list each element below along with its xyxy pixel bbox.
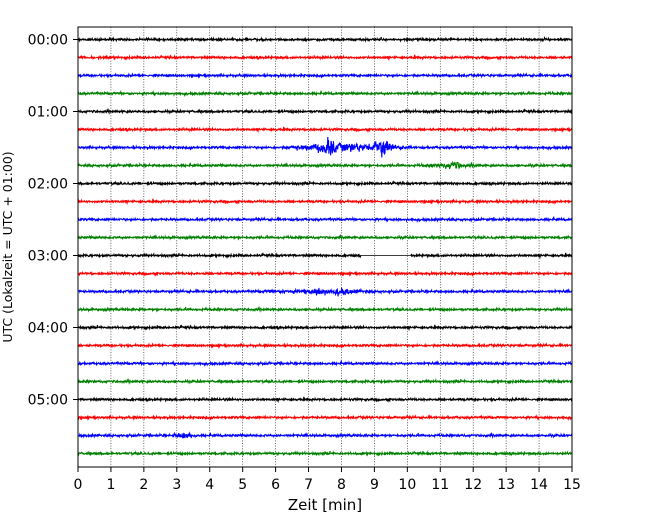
trace-10 <box>77 216 573 224</box>
trace-5 <box>77 126 573 134</box>
y-tick-label: 02:00 <box>28 177 68 193</box>
trace-3 <box>77 90 573 98</box>
trace-21 <box>77 414 573 422</box>
x-tick-label: 15 <box>563 477 581 493</box>
x-tick-label: 3 <box>172 477 181 493</box>
y-tick-label: 01:00 <box>28 105 68 121</box>
x-tick-label: 9 <box>370 477 379 493</box>
x-tick-label: 0 <box>74 477 83 493</box>
x-tick-label: 5 <box>238 477 247 493</box>
trace-22 <box>77 431 573 439</box>
y-tick-label: 03:00 <box>28 249 68 265</box>
trace-15 <box>77 305 573 313</box>
y-axis-label: UTC (Lokalzeit = UTC + 01:00) <box>0 151 15 342</box>
y-tick-label: 00:00 <box>28 33 68 49</box>
trace-18 <box>77 360 573 368</box>
trace-23 <box>77 449 573 457</box>
trace-12 <box>77 251 573 260</box>
x-tick-label: 2 <box>139 477 148 493</box>
trace-13 <box>77 270 573 277</box>
trace-4 <box>77 107 573 115</box>
trace-2 <box>77 72 573 79</box>
x-axis: 0 1 2 3 4 5 6 7 8 9 10 11 12 13 14 15 <box>74 467 581 493</box>
trace-14 <box>77 287 573 297</box>
trace-17 <box>77 342 573 349</box>
trace-19 <box>77 377 573 385</box>
x-tick-label: 12 <box>464 477 482 493</box>
y-tick-label: 05:00 <box>28 393 68 409</box>
y-axis: 00:00 01:00 02:00 03:00 04:00 05:00 <box>28 33 78 409</box>
trace-16 <box>77 324 573 332</box>
x-tick-label: 13 <box>497 477 515 493</box>
trace-11 <box>77 234 573 241</box>
x-tick-label: 10 <box>398 477 416 493</box>
x-tick-label: 7 <box>304 477 313 493</box>
y-tick-label: 04:00 <box>28 321 68 337</box>
x-tick-label: 14 <box>530 477 548 493</box>
x-tick-label: 1 <box>106 477 115 493</box>
trace-1 <box>77 54 573 62</box>
x-tick-label: 4 <box>205 477 214 493</box>
x-tick-label: 8 <box>337 477 346 493</box>
trace-group <box>77 35 573 457</box>
x-tick-label: 6 <box>271 477 280 493</box>
trace-0 <box>77 35 573 43</box>
trace-20 <box>77 396 573 404</box>
trace-8 <box>77 179 573 187</box>
trace-6 <box>77 136 573 158</box>
grid-lines <box>110 27 540 467</box>
trace-9 <box>77 198 573 206</box>
plot-frame <box>77 26 573 468</box>
x-axis-label: Zeit [min] <box>288 496 362 514</box>
trace-7 <box>77 160 573 170</box>
x-tick-label: 11 <box>431 477 449 493</box>
